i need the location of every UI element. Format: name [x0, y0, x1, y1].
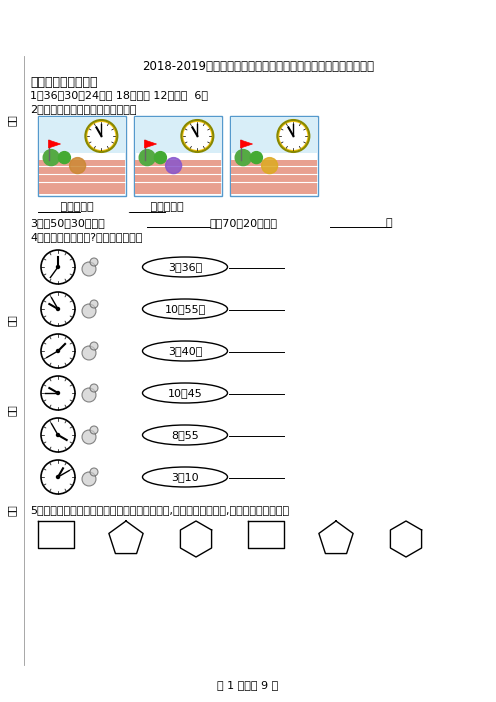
Text: 题号: 题号 — [7, 404, 17, 416]
Circle shape — [250, 152, 262, 164]
Text: 3时36分: 3时36分 — [168, 262, 202, 272]
Circle shape — [279, 122, 308, 150]
Text: ____是第二名。: ____是第二名。 — [128, 202, 184, 213]
Circle shape — [57, 392, 60, 395]
Text: ____是第一名，: ____是第一名， — [38, 202, 94, 213]
Text: 2．仔细观察画面，做出正确判断。: 2．仔细观察画面，做出正确判断。 — [30, 104, 136, 114]
FancyBboxPatch shape — [38, 116, 126, 196]
Circle shape — [82, 472, 96, 486]
Circle shape — [87, 122, 116, 150]
Circle shape — [57, 307, 60, 310]
FancyBboxPatch shape — [230, 116, 318, 196]
FancyBboxPatch shape — [231, 160, 317, 194]
Ellipse shape — [142, 341, 228, 361]
Text: 分数: 分数 — [7, 114, 17, 126]
Circle shape — [43, 150, 59, 166]
Circle shape — [41, 334, 75, 368]
Circle shape — [57, 350, 60, 352]
Ellipse shape — [142, 299, 228, 319]
Circle shape — [90, 384, 98, 392]
Circle shape — [90, 426, 98, 434]
Circle shape — [57, 265, 60, 268]
Polygon shape — [144, 140, 157, 148]
Text: 姓名: 姓名 — [7, 314, 17, 326]
Polygon shape — [241, 140, 252, 148]
FancyBboxPatch shape — [135, 117, 221, 153]
Text: 第 1 页，共 9 页: 第 1 页，共 9 页 — [217, 680, 279, 690]
Circle shape — [59, 152, 70, 164]
FancyBboxPatch shape — [135, 160, 221, 194]
Polygon shape — [49, 140, 61, 148]
Circle shape — [82, 262, 96, 276]
FancyBboxPatch shape — [39, 117, 125, 153]
Circle shape — [235, 150, 251, 166]
Circle shape — [166, 158, 182, 173]
Circle shape — [41, 292, 75, 326]
Circle shape — [41, 376, 75, 410]
Text: 1．36，30，24，（ 18），（ 12），（  6）: 1．36，30，24，（ 18），（ 12），（ 6） — [30, 90, 208, 100]
Text: 3．比50小30的数是: 3．比50小30的数是 — [30, 218, 105, 228]
Circle shape — [57, 434, 60, 437]
Circle shape — [41, 418, 75, 452]
Text: 班级: 班级 — [7, 504, 17, 516]
Ellipse shape — [142, 257, 228, 277]
Circle shape — [82, 388, 96, 402]
FancyBboxPatch shape — [134, 116, 222, 196]
Text: 。: 。 — [386, 218, 393, 228]
Circle shape — [184, 122, 211, 150]
Circle shape — [182, 120, 213, 152]
Text: 2018-2019年苍南县第二实验小学一年级下册数学期末测试含答案: 2018-2019年苍南县第二实验小学一年级下册数学期末测试含答案 — [142, 60, 374, 73]
Circle shape — [69, 158, 86, 173]
Circle shape — [90, 468, 98, 476]
Circle shape — [261, 158, 278, 173]
Circle shape — [57, 475, 60, 479]
Text: 5．涂一涂。（把下面图形中的四边形涂成红色,把五边形涂成黄色,把六边形涂成蓝色）: 5．涂一涂。（把下面图形中的四边形涂成红色,把五边形涂成黄色,把六边形涂成蓝色） — [30, 505, 289, 515]
FancyBboxPatch shape — [231, 117, 317, 153]
Text: 一、想一想，填一填: 一、想一想，填一填 — [30, 76, 98, 89]
Text: ，比70多20的数是: ，比70多20的数是 — [210, 218, 278, 228]
Ellipse shape — [142, 383, 228, 403]
Text: 10：45: 10：45 — [168, 388, 202, 398]
Text: 8：55: 8：55 — [171, 430, 199, 440]
Text: 4．小动物读得对吗?把读错的改过来: 4．小动物读得对吗?把读错的改过来 — [30, 232, 142, 242]
Circle shape — [41, 460, 75, 494]
Circle shape — [154, 152, 166, 164]
Circle shape — [85, 120, 118, 152]
Text: 3：10: 3：10 — [171, 472, 199, 482]
Circle shape — [41, 250, 75, 284]
Circle shape — [90, 342, 98, 350]
Ellipse shape — [142, 425, 228, 445]
Circle shape — [82, 304, 96, 318]
Circle shape — [82, 346, 96, 360]
Circle shape — [90, 258, 98, 266]
Text: 3时40分: 3时40分 — [168, 346, 202, 356]
Circle shape — [277, 120, 310, 152]
Circle shape — [90, 300, 98, 308]
Text: 10时55分: 10时55分 — [164, 304, 206, 314]
Circle shape — [82, 430, 96, 444]
Circle shape — [139, 150, 155, 166]
FancyBboxPatch shape — [39, 160, 125, 194]
Ellipse shape — [142, 467, 228, 487]
